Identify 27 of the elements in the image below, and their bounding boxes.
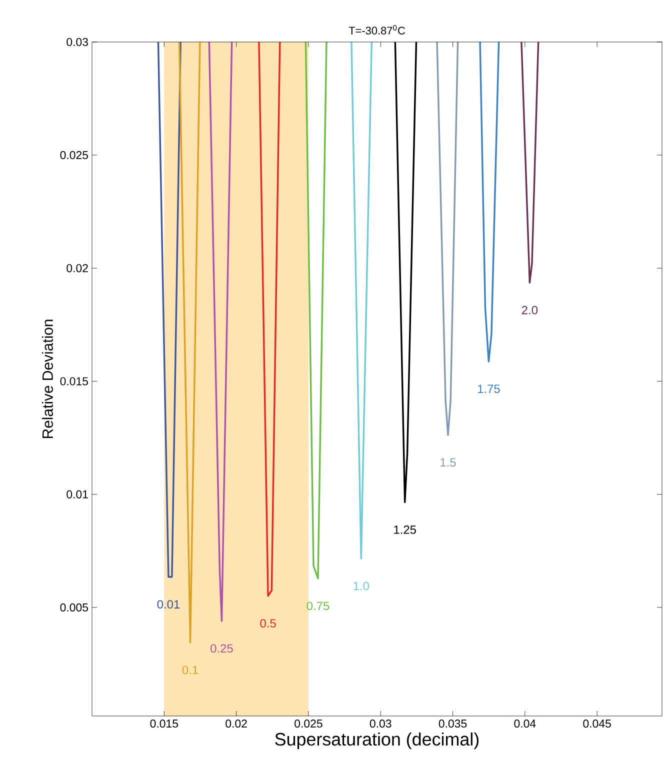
line-series [479,41,500,362]
y-axis-title: Relative Deviation [42,320,53,438]
text: 1.0 [354,582,369,590]
text: 0.25 [210,644,233,653]
text: 0.1 [182,666,198,674]
y-tick-label: 0.005 [60,603,88,612]
x-axis-title: Supersaturation (decimal) [275,732,479,750]
text: 2.0 [522,306,538,314]
x-tick-label: 0.04 [514,720,536,728]
text: 0.75 [306,602,330,610]
x-tick-label: 0.035 [438,720,467,728]
text: 1.75 [478,384,500,394]
x-tick-label: 0.025 [294,720,322,728]
x-tick-label: 0.015 [150,720,178,728]
text: 1.5 [440,458,456,467]
x-tick-label: 0.045 [583,720,611,728]
y-tick-label: 0.02 [66,264,88,272]
y-tick-label: 0.03 [66,38,88,46]
text: 0.5 [260,619,276,628]
y-tick-label: 0.015 [60,377,88,386]
chart-title: T=-30.87$^{0}$C [348,25,406,34]
text: 0.01 [157,600,180,609]
y-tick-label: 0.01 [66,490,88,498]
text: 1.25 [394,525,416,534]
x-tick-label: 0.02 [226,720,247,728]
y-tick-label: 0.025 [60,151,88,160]
x-tick-label: 0.03 [370,720,392,728]
